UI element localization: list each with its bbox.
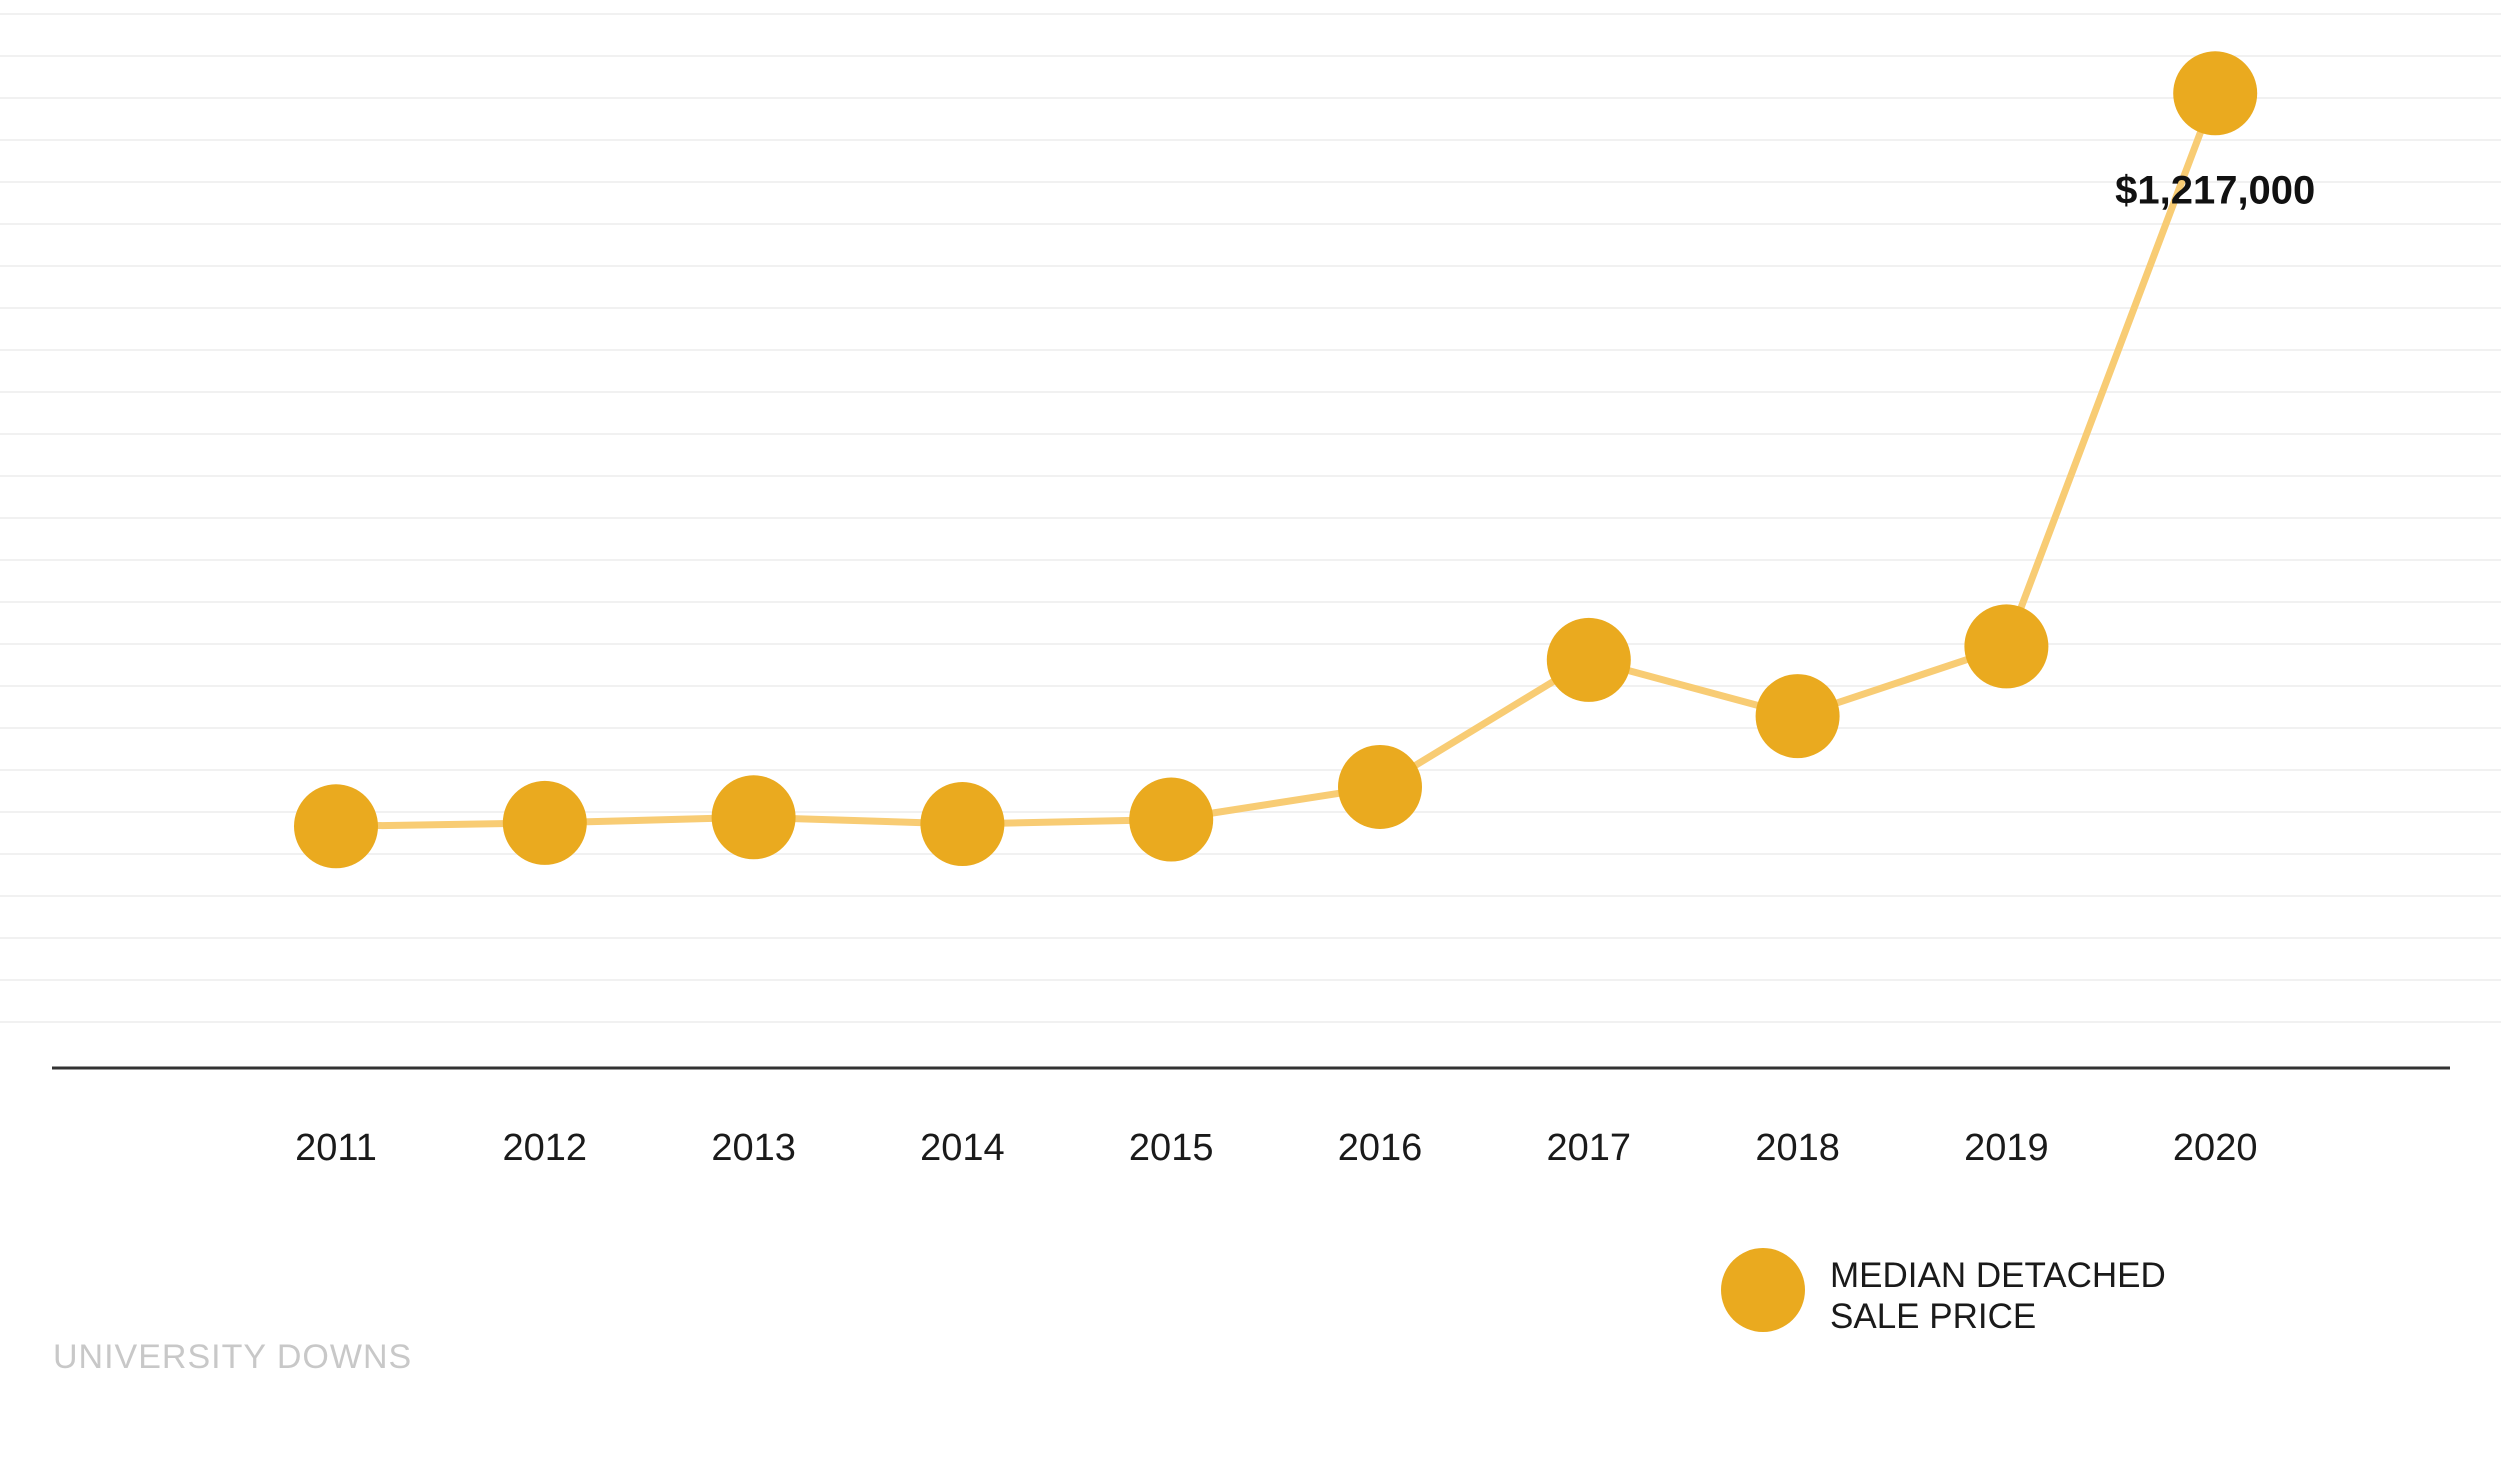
data-points xyxy=(294,51,2258,869)
legend-label-line-1: MEDIAN DETACHED xyxy=(1830,1256,2166,1295)
data-point-2015 xyxy=(1129,777,1214,862)
x-tick-label-2017: 2017 xyxy=(1547,1127,1632,1169)
x-tick-label-2019: 2019 xyxy=(1964,1127,2049,1169)
x-tick-label-2011: 2011 xyxy=(295,1127,377,1169)
x-tick-labels: 2011 2012 2013 2014 2015 2016 2017 2018 2019 2020 xyxy=(295,1127,2257,1169)
legend-label-line-2: SALE PRICE xyxy=(1830,1297,2036,1336)
footer-source-label: UNIVERSITY DOWNS xyxy=(53,1338,412,1376)
x-tick-label-2013: 2013 xyxy=(711,1127,796,1169)
data-point-2019 xyxy=(1964,604,2049,689)
x-tick-label-2016: 2016 xyxy=(1338,1127,1423,1169)
data-point-2017 xyxy=(1546,617,1631,702)
data-point-2020 xyxy=(2173,51,2258,136)
data-point-2012 xyxy=(502,780,587,865)
x-tick-label-2020: 2020 xyxy=(2173,1127,2258,1169)
x-tick-label-2012: 2012 xyxy=(503,1127,588,1169)
data-point-2013 xyxy=(711,775,796,860)
series-line xyxy=(332,89,2219,830)
x-tick-label-2018: 2018 xyxy=(1755,1127,1840,1169)
data-point-2014 xyxy=(920,782,1005,867)
x-tick-label-2015: 2015 xyxy=(1129,1127,1214,1169)
data-point-2016 xyxy=(1338,744,1422,829)
data-point-2011 xyxy=(294,784,378,869)
legend: MEDIAN DETACHED SALE PRICE xyxy=(1721,1248,2166,1336)
data-point-2018 xyxy=(1755,674,1840,759)
data-labels: $1,217,000 xyxy=(2115,168,2315,212)
x-tick-label-2014: 2014 xyxy=(920,1127,1005,1169)
legend-marker xyxy=(1721,1248,1805,1332)
gridlines xyxy=(0,13,2501,1023)
data-label-2020: $1,217,000 xyxy=(2115,168,2315,212)
